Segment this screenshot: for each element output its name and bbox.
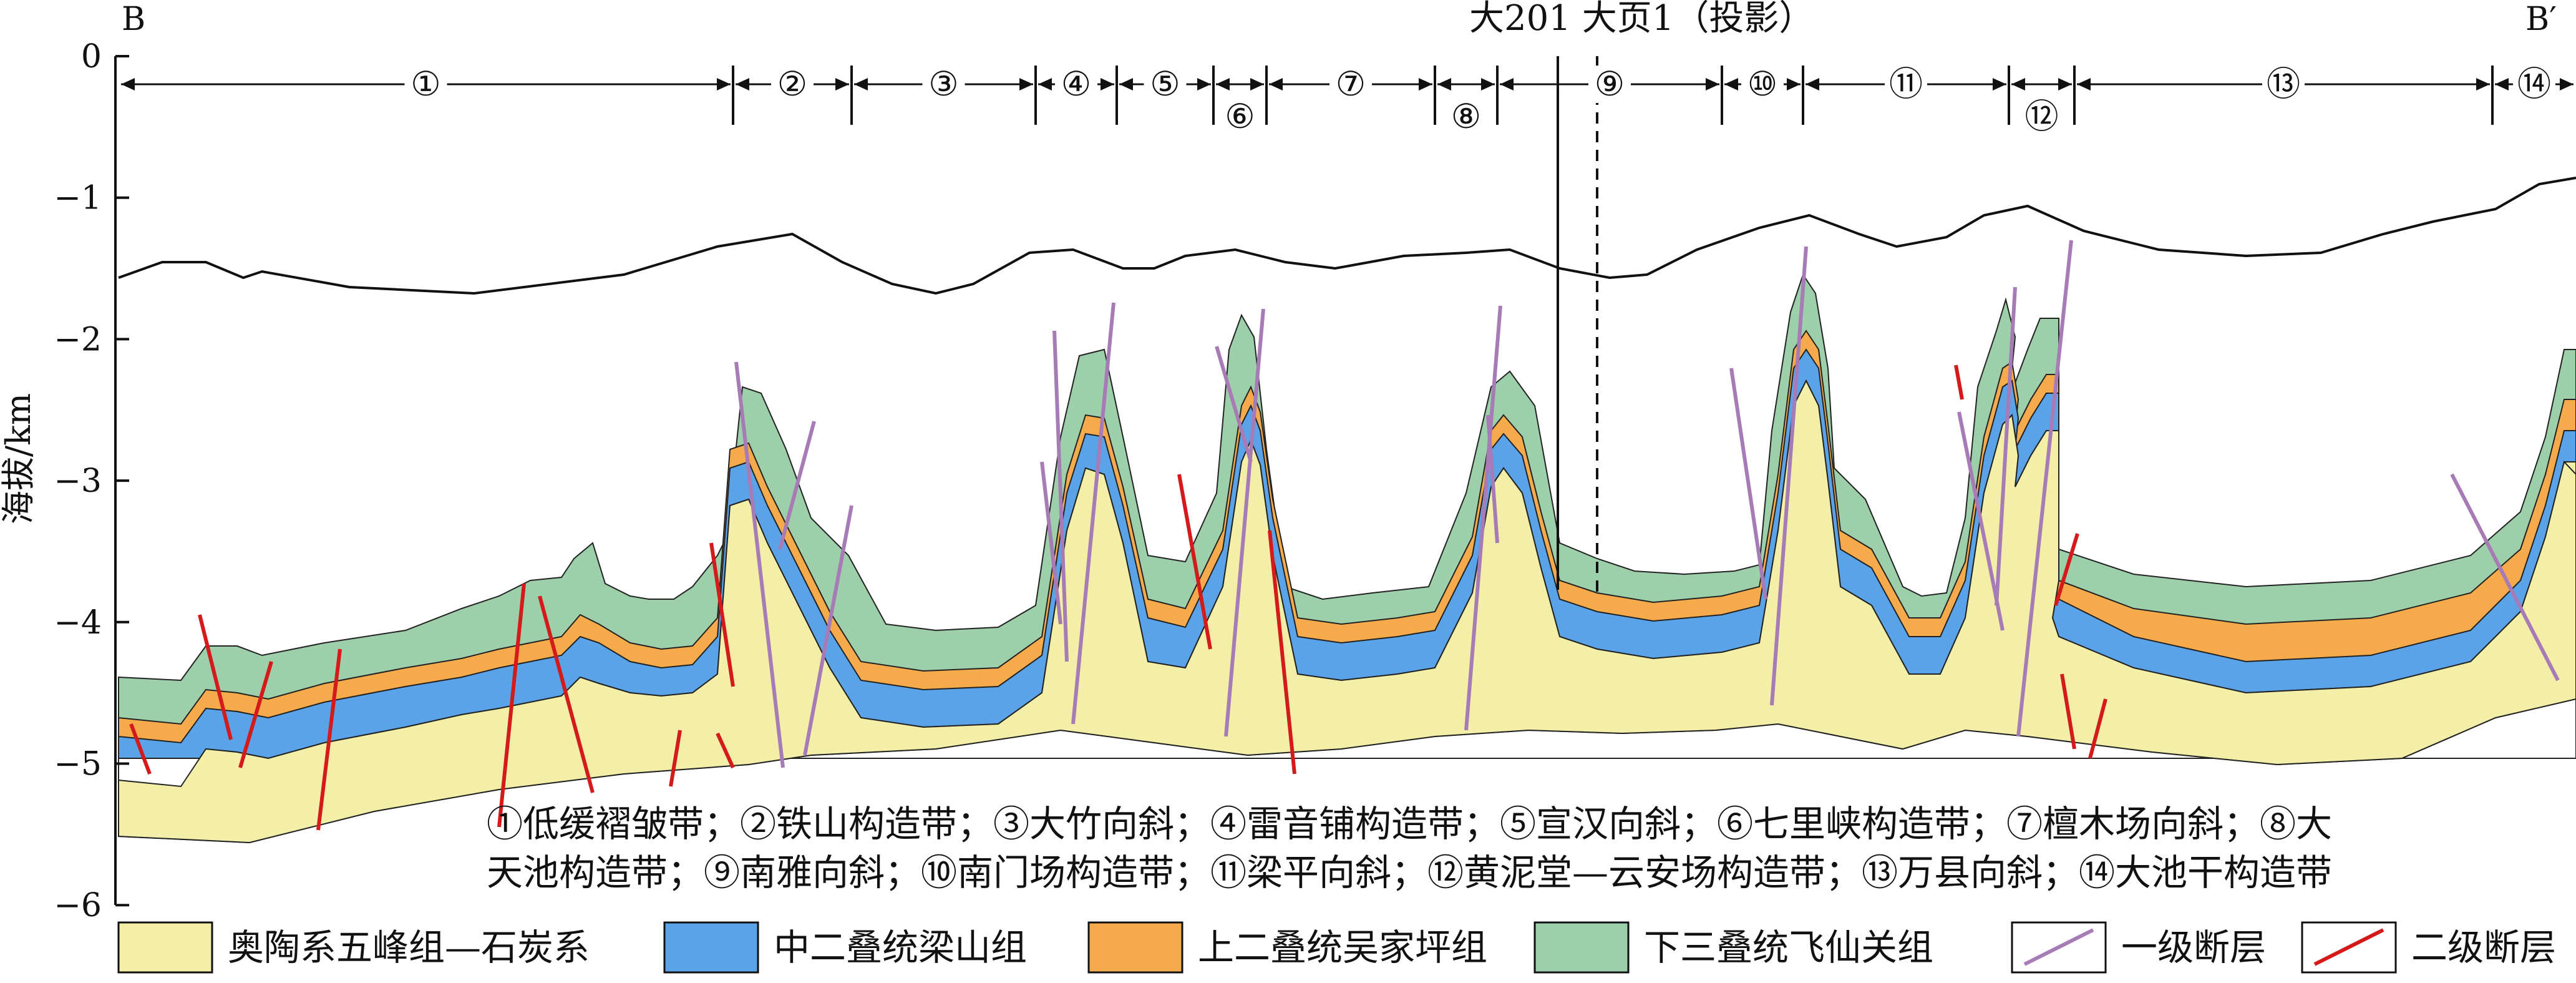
- section-start-marker: B: [122, 1, 145, 38]
- zone-label-bg: [2513, 66, 2555, 103]
- zone-arrow-left: [1724, 78, 1738, 90]
- legend-label-feixianguan: 下三叠统飞仙关组: [1644, 926, 1933, 969]
- legend-label-liangshan: 中二叠统梁山组: [774, 926, 1027, 969]
- y-tick-label: −5: [54, 746, 102, 783]
- zone-arrow-left: [121, 78, 135, 90]
- zone-arrow-left: [2077, 78, 2091, 90]
- zone-label: ⑩: [1747, 64, 1777, 104]
- zone-arrow-right: [1197, 78, 1211, 90]
- zone-arrow-left: [1216, 78, 1230, 90]
- zone-label-bg: [771, 66, 814, 103]
- zone-label-bg: [1055, 66, 1097, 103]
- zone-label: ⑤: [1150, 64, 1180, 104]
- zone-arrow-right: [1481, 78, 1495, 90]
- zone-label: ⑪: [1889, 64, 1923, 104]
- zone-label: ⑭: [2517, 64, 2551, 104]
- legend-swatch-wufeng: [117, 921, 213, 974]
- legend-line-second-order-fault: [2313, 928, 2384, 966]
- legend-swatch-liangshan: [663, 921, 759, 974]
- y-tick-label: −6: [54, 887, 102, 924]
- zone-label-bg: [2262, 66, 2305, 103]
- zone-label-bg: [1741, 66, 1784, 103]
- zone-arrow-left: [1038, 78, 1052, 90]
- zone-arrow-left: [1269, 78, 1283, 90]
- zone-arrow-right: [2058, 78, 2072, 90]
- zone-arrow-right: [1419, 78, 1432, 90]
- zone-label: ⑧: [1451, 97, 1481, 136]
- zone-label-bg: [922, 66, 965, 103]
- wells-label: 大201 大页1（投影）: [1469, 0, 1814, 39]
- zone-arrow-right: [1787, 78, 1801, 90]
- second-order-faults: [129, 364, 2107, 831]
- zone-label-bg: [1329, 66, 1372, 103]
- zone-arrow-left: [1500, 78, 1514, 90]
- zone-label: ④: [1061, 64, 1091, 104]
- legend-label-wufeng: 奥陶系五峰组—石炭系: [228, 926, 590, 969]
- zone-arrow-left: [1119, 78, 1133, 90]
- zone-division-row: ① ② ③ ④ ⑤ ⑥ ⑦ ⑧ ⑨ ⑩ ⑪ ⑫ ⑬ ⑭: [121, 64, 2574, 136]
- zone-arrow-right: [1993, 78, 2006, 90]
- y-axis-label: 海拔/km: [0, 393, 38, 524]
- y-tick-label: 0: [81, 38, 102, 76]
- zone-arrow-left: [1806, 78, 1819, 90]
- legend-label-first-order-fault: 一级断层: [2121, 926, 2266, 969]
- zone-arrow-right: [2560, 78, 2574, 90]
- zone-arrow-right: [2476, 78, 2490, 90]
- legend-swatch-wujiaping: [1087, 921, 1184, 974]
- legend-line-first-order-fault: [2023, 928, 2094, 966]
- zone-label-bg: [1885, 66, 1927, 103]
- zone-label: ⑨: [1595, 64, 1625, 104]
- zone-label: ②: [777, 64, 807, 104]
- y-tick-label: −1: [54, 180, 102, 217]
- zone-arrow-right: [1250, 78, 1264, 90]
- zone-arrow-left: [736, 78, 749, 90]
- zone-arrow-right: [835, 78, 849, 90]
- first-order-faults: [734, 240, 2560, 768]
- zone-arrow-right: [717, 78, 731, 90]
- zone-arrow-left: [854, 78, 868, 90]
- y-tick-label: −2: [54, 321, 102, 358]
- y-tick-label: −3: [54, 462, 102, 500]
- y-axis-ticks: 0 −1 −2 −3 −4 −5 −6: [54, 38, 129, 924]
- zone-label-bg: [1588, 66, 1631, 103]
- zone-label: ⑦: [1336, 64, 1366, 104]
- zone-arrow-right: [1101, 78, 1114, 90]
- zone-label: ⑥: [1225, 97, 1255, 136]
- zone-arrow-right: [1706, 78, 1719, 90]
- cross-section-body: [118, 273, 2576, 844]
- zone-label: ①: [411, 64, 440, 104]
- legend-label-second-order-fault: 二级断层: [2411, 926, 2556, 969]
- surface-line: [118, 177, 2576, 295]
- zone-description-line2: 天池构造带；⑨南雅向斜；⑩南门场构造带；⑪梁平向斜；⑫黄泥堂—云安场构造带；⑬万…: [487, 851, 2332, 894]
- zone-label: ③: [928, 64, 958, 104]
- legend-swatch-feixianguan: [1533, 921, 1630, 974]
- legend: 奥陶系五峰组—石炭系 中二叠统梁山组 上二叠统吴家坪组 下三叠统飞仙关组 一级断…: [117, 921, 2556, 974]
- zone-label: ⑫: [2025, 97, 2059, 136]
- y-tick-label: −4: [54, 604, 102, 642]
- section-end-marker: B′: [2525, 1, 2557, 38]
- zone-description-line1: ①低缓褶皱带；②铁山构造带；③大竹向斜；④雷音铺构造带；⑤宣汉向斜；⑥七里峡构造…: [487, 803, 2332, 845]
- zone-arrow-left: [1437, 78, 1451, 90]
- zone-label-bg: [1144, 66, 1187, 103]
- legend-label-wujiaping: 上二叠统吴家坪组: [1198, 926, 1487, 969]
- section-base-fill: [118, 379, 2576, 844]
- zone-label-bg: [404, 66, 447, 103]
- zone-arrow-right: [1019, 78, 1033, 90]
- zone-label: ⑬: [2267, 64, 2300, 104]
- zone-arrow-left: [2495, 78, 2509, 90]
- zone-arrow-left: [2011, 78, 2025, 90]
